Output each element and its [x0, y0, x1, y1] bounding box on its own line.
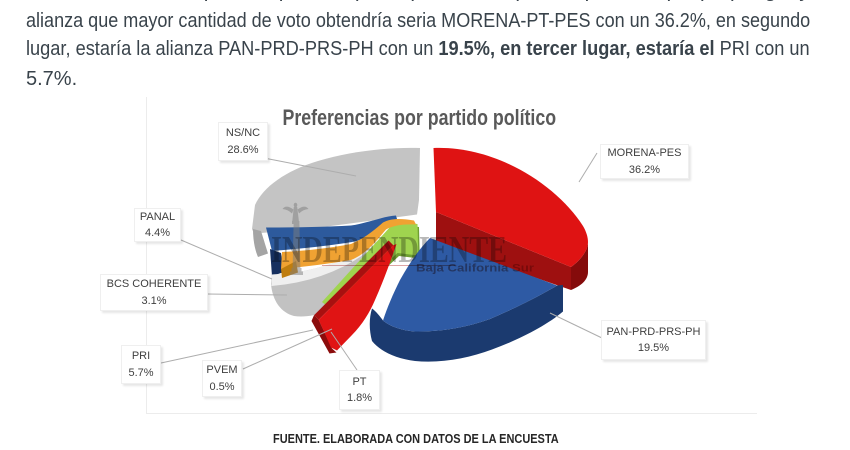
svg-text:INDEPENDIENTE: INDEPENDIENTE [271, 229, 507, 271]
svg-text:Baja California Sur: Baja California Sur [416, 263, 535, 275]
